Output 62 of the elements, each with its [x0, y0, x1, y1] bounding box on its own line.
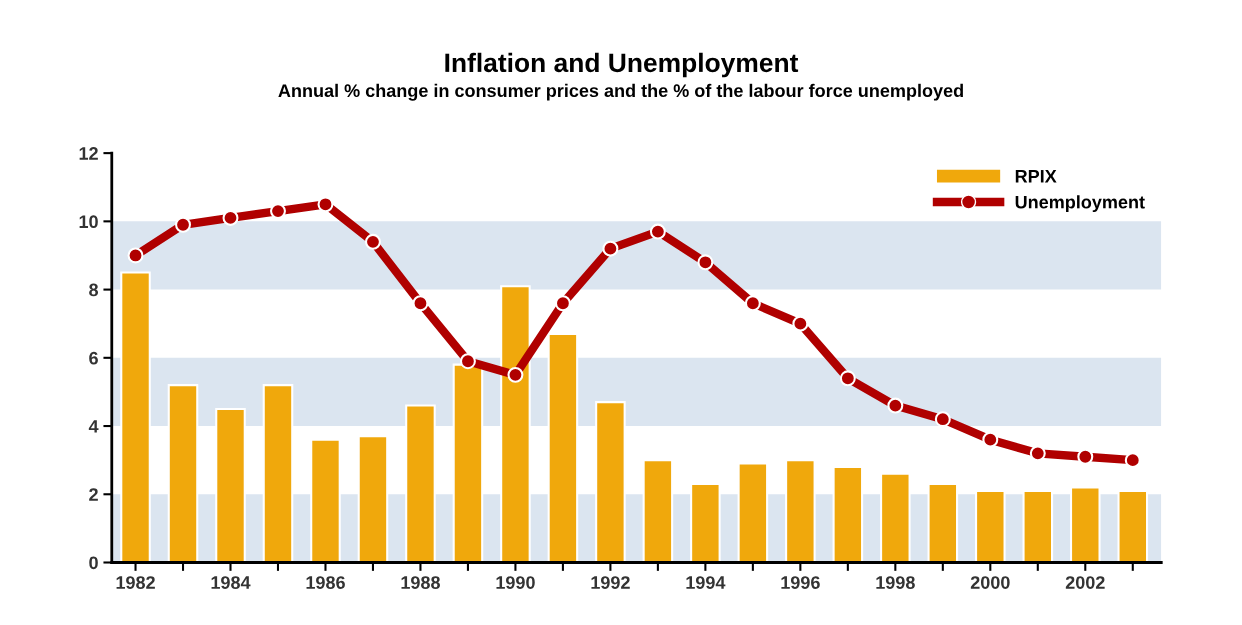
bar — [975, 489, 1006, 563]
bar — [690, 483, 721, 563]
x-tick-label: 1986 — [306, 576, 345, 589]
y-tick-label: 0 — [89, 556, 98, 570]
point — [934, 411, 951, 428]
bar — [642, 459, 674, 563]
bar — [927, 483, 959, 563]
point — [697, 254, 714, 271]
bar — [1117, 489, 1149, 563]
point — [887, 397, 904, 414]
point — [317, 196, 334, 213]
bar — [880, 472, 911, 563]
point — [412, 295, 429, 312]
y-tick-label: 10 — [79, 215, 98, 229]
bar — [405, 404, 436, 563]
bar — [547, 332, 579, 563]
bar — [357, 435, 389, 563]
legend-label: RPIX — [1015, 170, 1057, 183]
bar — [215, 407, 246, 563]
point — [649, 223, 666, 240]
point — [507, 366, 524, 383]
x-tick-label: 2000 — [970, 576, 1010, 589]
point — [1029, 445, 1046, 462]
chart-subtitle: Annual % change in consumer prices and the % of the labour force unemployed — [278, 83, 963, 101]
chart-title: Inflation and Unemployment — [445, 52, 799, 78]
x-tick-label: 1996 — [781, 576, 820, 589]
legend-label: Unemployment — [1015, 195, 1145, 213]
point — [554, 295, 571, 312]
point — [839, 370, 856, 387]
bar — [785, 459, 816, 563]
point — [364, 233, 381, 250]
x-tick-label: 1992 — [591, 576, 630, 589]
point — [744, 295, 761, 312]
point — [175, 216, 191, 233]
bar — [310, 438, 341, 563]
y-tick-label: 2 — [89, 488, 98, 501]
x-tick-label: 1982 — [116, 576, 155, 589]
bar — [1022, 489, 1054, 563]
x-tick-label: 1994 — [686, 576, 726, 589]
bar — [832, 465, 864, 563]
point — [127, 247, 144, 264]
x-tick-label: 2002 — [1065, 576, 1105, 589]
point — [1077, 448, 1094, 465]
bar — [595, 401, 626, 563]
bar — [167, 384, 199, 563]
y-tick-label: 6 — [89, 351, 98, 365]
bar — [500, 285, 531, 563]
point — [459, 353, 476, 370]
x-tick-label: 1998 — [876, 576, 915, 589]
bar — [737, 462, 769, 563]
bar — [120, 271, 151, 563]
y-tick-label: 12 — [79, 147, 98, 160]
y-tick-label: 8 — [89, 283, 99, 297]
point — [602, 240, 619, 257]
x-tick-label: 1988 — [401, 576, 440, 589]
x-tick-label: 1990 — [496, 576, 535, 589]
point — [792, 315, 809, 332]
x-tick-label: 1984 — [211, 576, 251, 589]
y-tick-label: 4 — [88, 420, 99, 433]
bar — [262, 384, 294, 563]
point — [982, 431, 999, 448]
bar — [1070, 486, 1101, 563]
